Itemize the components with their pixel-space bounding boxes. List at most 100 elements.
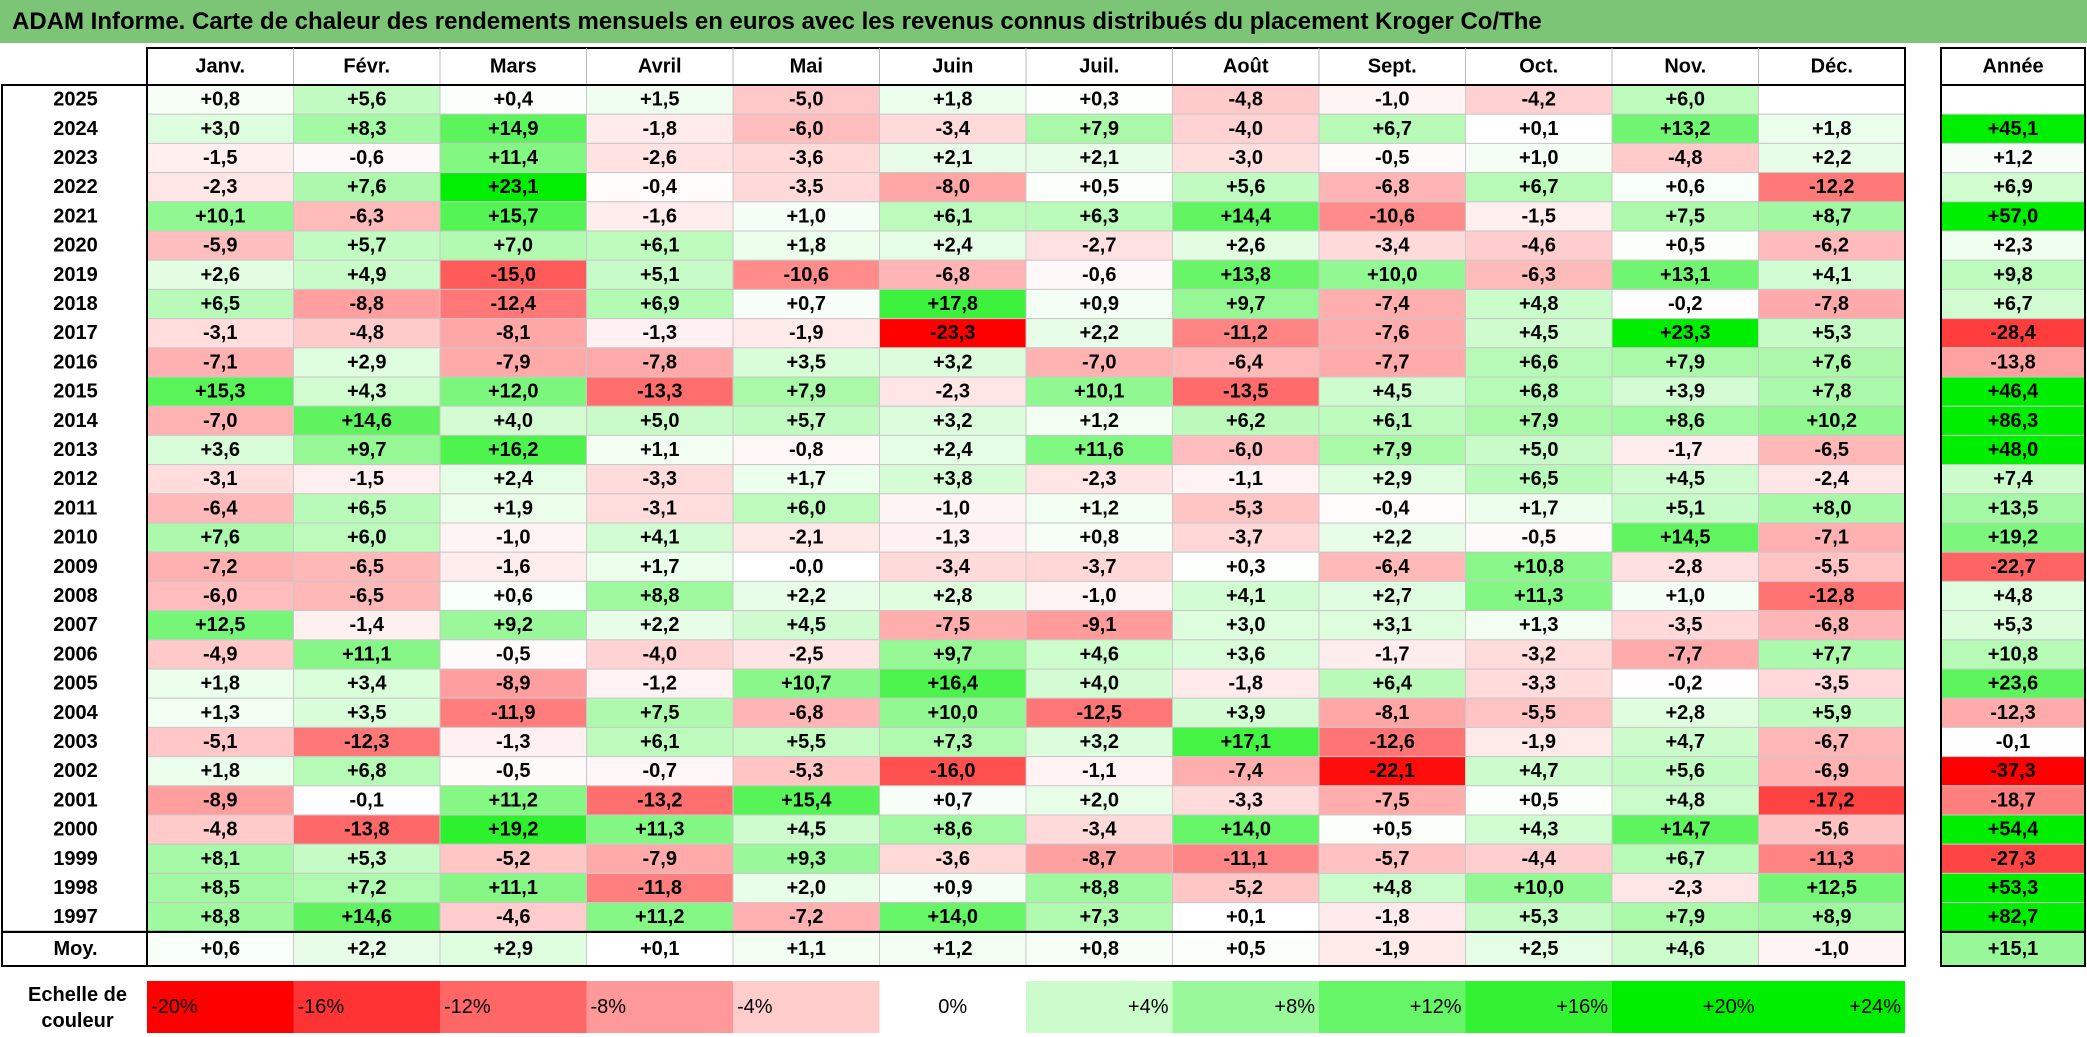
heatmap-cell xyxy=(732,639,880,670)
heatmap-cell xyxy=(1025,434,1173,466)
cell-value: +2,6 xyxy=(1226,235,1265,257)
cell-value: +0,1 xyxy=(1519,118,1558,140)
cell-value: +13,2 xyxy=(1660,118,1711,140)
heatmap-cell xyxy=(1172,814,1320,845)
annual-value: -12,3 xyxy=(1990,702,2036,724)
average-cell xyxy=(1318,931,1466,967)
cell-value: +3,5 xyxy=(347,702,386,724)
cell-value: -1,8 xyxy=(1229,673,1263,695)
report-title: ADAM Informe. Carte de chaleur des rende… xyxy=(0,0,2087,43)
cell-value: -2,6 xyxy=(643,147,677,169)
cell-value: +3,2 xyxy=(1080,731,1119,753)
cell-value: -6,0 xyxy=(1229,439,1263,461)
cell-value: -5,0 xyxy=(789,89,823,111)
cell-value: +16,4 xyxy=(927,673,978,695)
heatmap-cell xyxy=(879,726,1027,758)
heatmap-cell xyxy=(1611,172,1759,203)
heatmap-cell xyxy=(146,288,294,320)
cell-value: -2,8 xyxy=(1668,556,1702,578)
cell-value: -8,9 xyxy=(496,673,530,695)
cell-value: +6,7 xyxy=(1519,176,1558,198)
cell-value: +3,0 xyxy=(201,118,240,140)
heatmap-cell xyxy=(1025,580,1173,612)
cell-value: +5,3 xyxy=(1519,906,1558,928)
heatmap-cell xyxy=(1465,201,1613,232)
annual-value: -28,4 xyxy=(1990,322,2036,344)
cell-value: -10,6 xyxy=(783,264,829,286)
heatmap-cell xyxy=(1611,697,1759,728)
heatmap-cell xyxy=(1611,464,1759,495)
cell-value: +0,3 xyxy=(1080,89,1119,111)
cell-value: +0,9 xyxy=(933,877,972,899)
cell-value: +0,8 xyxy=(201,89,240,111)
average-value: +2,5 xyxy=(1519,938,1558,960)
cell-value: +4,1 xyxy=(1226,585,1265,607)
year-label-1999: 1999 xyxy=(53,848,98,870)
cell-value: -7,7 xyxy=(1375,351,1409,373)
heatmap-cell xyxy=(1611,318,1759,349)
month-header-3: Mars xyxy=(490,56,537,78)
heatmap-cell xyxy=(1025,376,1173,407)
scale-swatch xyxy=(147,981,294,1033)
month-header-6: Juin xyxy=(932,56,973,78)
average-cell xyxy=(1611,931,1759,967)
average-value: +0,8 xyxy=(1080,938,1119,960)
average-value: +2,2 xyxy=(347,938,386,960)
heatmap-cell xyxy=(879,902,1027,933)
cell-value: -10,6 xyxy=(1369,205,1415,227)
heatmap-cell xyxy=(439,668,587,699)
cell-value: +6,7 xyxy=(1666,848,1705,870)
heatmap-cell xyxy=(732,493,880,524)
heatmap-cell xyxy=(1318,843,1466,874)
cell-value: -5,7 xyxy=(1375,848,1409,870)
cell-value: -3,3 xyxy=(643,468,677,490)
cell-value: +8,8 xyxy=(1080,877,1119,899)
cell-value: +11,2 xyxy=(488,789,538,811)
scale-swatch xyxy=(733,981,880,1033)
cell-value: +3,5 xyxy=(787,351,826,373)
cell-value: -0,5 xyxy=(1522,527,1556,549)
cell-value: +7,5 xyxy=(640,702,679,724)
cell-value: -1,0 xyxy=(496,527,530,549)
heatmap-cell xyxy=(1025,610,1173,641)
cell-value: -13,8 xyxy=(344,819,390,841)
cell-value: -8,1 xyxy=(1375,702,1409,724)
heatmap-cell xyxy=(1758,318,1906,349)
cell-value: -12,8 xyxy=(1809,585,1855,607)
cell-value: -1,5 xyxy=(350,468,384,490)
cell-value: +0,4 xyxy=(494,89,534,111)
scale-label: -8% xyxy=(591,996,627,1018)
year-label-2003: 2003 xyxy=(53,731,98,753)
annual-value: +10,8 xyxy=(1988,643,2039,665)
cell-value: +0,6 xyxy=(1666,176,1705,198)
cell-value: -17,2 xyxy=(1809,789,1855,811)
cell-value: -7,4 xyxy=(1375,293,1410,315)
heatmap-cell xyxy=(586,639,734,670)
heatmap-cell xyxy=(1758,464,1906,495)
heatmap-cell xyxy=(1025,522,1173,553)
heatmap-cell xyxy=(1172,756,1320,787)
cell-value: -5,2 xyxy=(1229,877,1263,899)
heatmap-cell xyxy=(1611,726,1759,758)
cell-value: +5,3 xyxy=(1812,322,1851,344)
heatmap-cell xyxy=(732,288,880,320)
heatmap-cell xyxy=(732,318,880,349)
cell-value: -3,1 xyxy=(203,468,237,490)
annual-header-label: Année xyxy=(1982,56,2043,78)
cell-value: +6,9 xyxy=(640,293,679,315)
heatmap-cell xyxy=(293,434,441,466)
heatmap-cell xyxy=(293,113,441,144)
cell-value: -6,5 xyxy=(1815,439,1849,461)
annual-cell xyxy=(1940,84,2086,115)
cell-value: -1,5 xyxy=(1522,205,1556,227)
heatmap-cell xyxy=(439,172,587,203)
heatmap-cell xyxy=(586,580,734,612)
average-row-border xyxy=(146,931,1906,967)
cell-value: +8,8 xyxy=(640,585,679,607)
cell-value: +6,1 xyxy=(933,205,972,227)
cell-value: -7,9 xyxy=(496,351,530,373)
average-cell xyxy=(1025,931,1173,967)
cell-value: +10,2 xyxy=(1806,410,1857,432)
cell-value: -7,5 xyxy=(1375,789,1409,811)
cell-value: +1,1 xyxy=(640,439,679,461)
